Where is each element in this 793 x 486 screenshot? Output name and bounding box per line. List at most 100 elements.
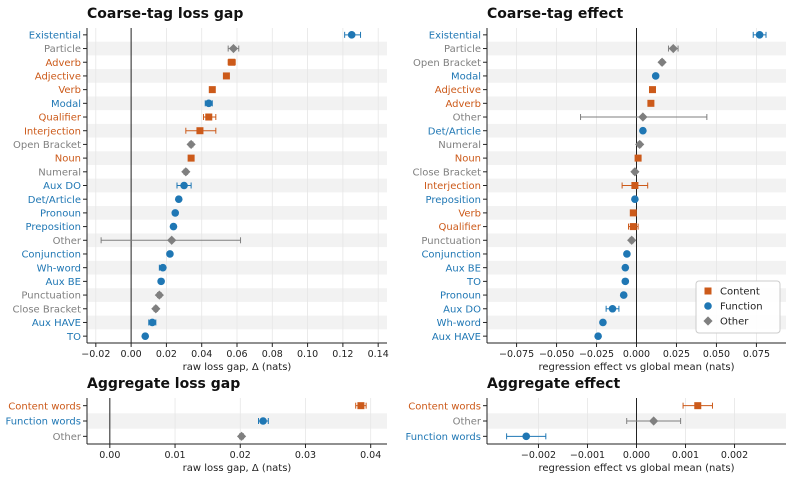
x-tick-label: −0.050 [539,349,574,360]
x-tick-label: 0.075 [743,349,770,360]
legend-marker [704,287,712,295]
legend-marker [703,316,713,326]
y-tick-label: Close Bracket [12,304,81,315]
chart-title: Coarse-tag effect [487,6,624,22]
chart-title: Coarse-tag loss gap [87,6,243,22]
y-tick-label: Pronoun [440,291,481,302]
data-point [638,112,648,122]
data-point [141,332,150,340]
y-tick-label: Det/Article [428,126,481,137]
y-tick-label: Other [453,113,482,124]
data-point [647,99,655,107]
y-tick-label: Aux DO [43,181,81,192]
data-point [630,167,640,177]
data-point [608,304,617,313]
y-tick-label: Existential [29,30,81,41]
data-point [357,402,365,410]
y-tick-label: Interjection [24,126,81,137]
data-point [174,195,183,203]
y-tick-label: Wh-word [37,263,81,274]
y-tick-label: Noun [55,154,81,165]
x-tick-label: 0.000 [623,349,650,360]
data-point [180,181,188,190]
data-point [181,167,191,177]
y-tick-label: Aux DO [443,304,481,315]
data-point [204,99,213,108]
y-tick-label: Aux HAVE [32,318,81,329]
data-point [171,209,180,217]
y-tick-label: Adverb [45,58,81,69]
data-point [151,304,161,314]
data-point [228,43,239,54]
y-tick-label: Verb [458,208,481,219]
data-point [186,139,196,150]
x-axis-label: regression effect vs global mean (nats) [539,463,735,474]
y-tick-label: Close Bracket [412,167,481,178]
legend: Content Function Other [695,280,781,334]
data-point [651,72,660,80]
data-point [594,332,602,340]
data-point [167,235,177,245]
y-tick-label: Qualifier [39,113,82,124]
data-point [619,291,628,299]
data-point [629,209,637,217]
y-tick-label: Verb [58,85,81,96]
chart-panel-1: −0.02 0.00 0.02 0.04 0.06 0.08 0.10 0.12 0.14 raw… [12,6,388,373]
y-tick-label: Other [453,417,482,428]
data-point [623,250,631,258]
y-tick-label: Function words [405,432,481,443]
y-tick-label: Particle [44,44,81,55]
y-tick-label: Particle [444,44,481,55]
y-tick-label: Aux BE [46,277,81,288]
chart-title: Aggregate loss gap [87,376,240,392]
x-tick-label: 0.08 [262,349,283,360]
data-point [631,195,639,203]
x-tick-label: 0.02 [230,450,251,461]
x-tick-label: 0.025 [663,349,690,360]
x-tick-label: 0.06 [226,349,247,360]
row-stripe [87,413,387,429]
x-tick-label: −0.002 [521,450,556,461]
data-point [259,417,267,425]
data-point [635,139,645,150]
y-tick-label: Content words [408,401,481,412]
x-tick-label: 0.001 [672,450,699,461]
x-tick-label: 0.00 [99,450,120,461]
y-tick-label: Other [53,432,82,443]
data-point [205,113,213,121]
y-tick-label: TO [466,277,481,288]
x-tick-label: 0.01 [164,450,185,461]
data-point [208,86,216,94]
x-tick-label: −0.025 [579,349,614,360]
y-tick-label: Existential [429,30,481,41]
data-point [187,154,195,162]
data-point [694,402,702,410]
data-point [148,318,157,327]
y-tick-label: Conjunction [21,250,81,261]
y-tick-label: Numeral [438,140,481,151]
y-tick-label: Preposition [425,195,481,206]
data-point [347,31,356,39]
data-point [522,432,531,441]
data-point [631,182,639,189]
x-axis-label: raw loss gap, Δ (nats) [183,362,292,373]
y-tick-label: Preposition [25,222,81,233]
chart-panel-3: 0.00 0.01 0.02 0.03 0.04 raw loss gap, Δ (nat… [5,376,387,474]
y-tick-label: Content words [8,401,81,412]
y-tick-label: Modal [51,99,81,110]
y-tick-label: Adjective [35,72,81,83]
y-tick-label: Pronoun [40,208,81,219]
data-point [629,223,637,231]
data-point [236,431,247,441]
chart-panel-2: −0.075 −0.050 −0.025 0.000 0.025 0.050 0.075 re… [412,6,786,373]
y-tick-label: Open Bracket [413,58,481,69]
x-tick-label: 0.00 [121,349,142,360]
y-tick-label: Conjunction [421,250,481,261]
y-tick-label: Det/Article [28,195,81,206]
x-tick-label: 0.14 [368,349,389,360]
legend-marker [704,302,712,310]
data-point [668,43,678,54]
x-tick-label: −0.001 [570,450,605,461]
